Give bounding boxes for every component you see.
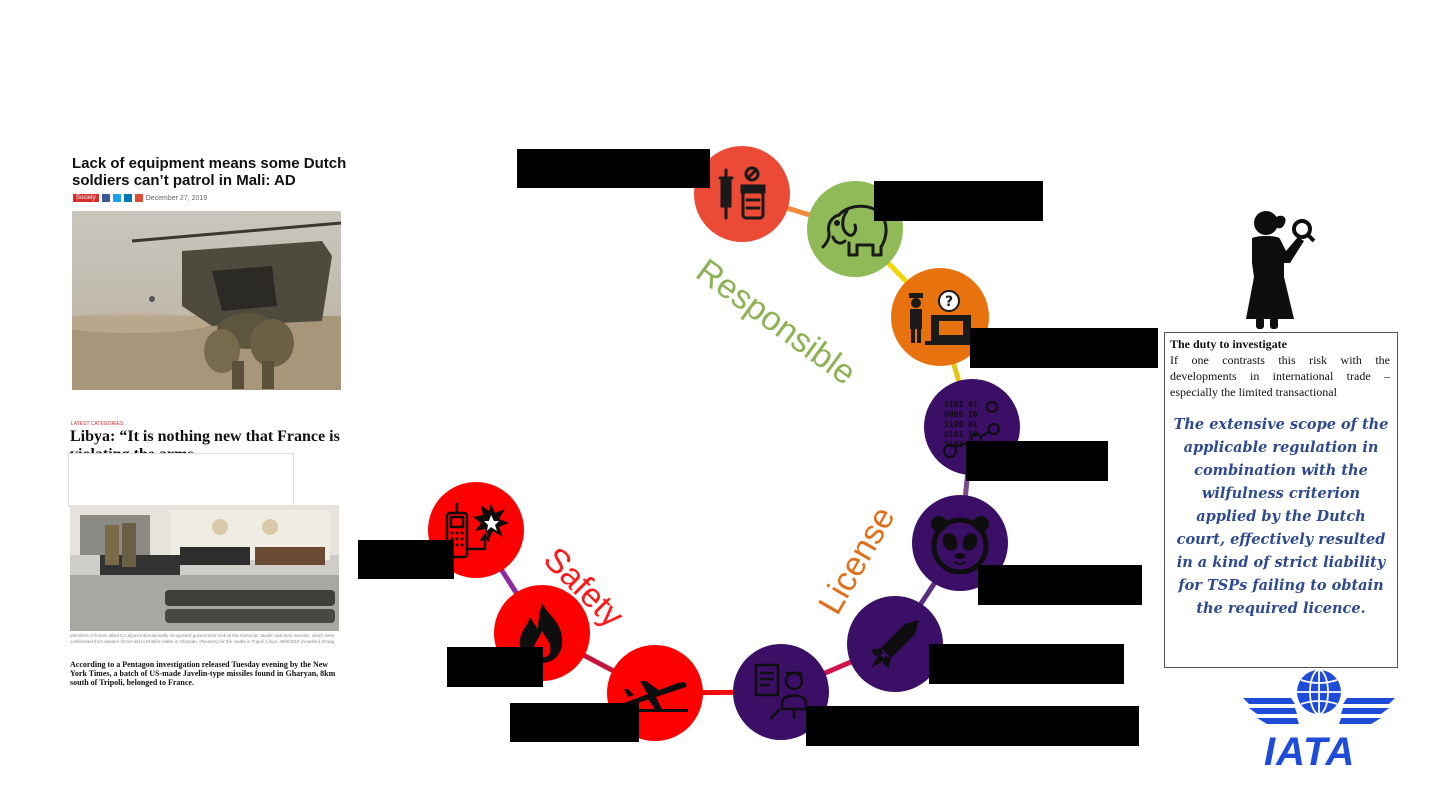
- svg-text:1101 01: 1101 01: [944, 400, 978, 409]
- node-missile[interactable]: [847, 596, 943, 692]
- category-tag[interactable]: Society: [73, 194, 99, 202]
- redacted-label-missile: [929, 644, 1124, 684]
- article-body: According to a Pentagon investigation re…: [70, 660, 336, 687]
- redacted-label-ivory: [874, 181, 1043, 221]
- node-drugs[interactable]: [694, 146, 790, 242]
- svg-text:0000 10: 0000 10: [944, 410, 978, 419]
- article-meta: Society December 27, 2019: [73, 194, 207, 202]
- article-kicker: LATEST CATEGORIES: [71, 421, 124, 427]
- article-title: Lack of equipment means some Dutch soldi…: [72, 155, 347, 189]
- airplane-icon: [622, 681, 688, 712]
- node-panda[interactable]: [912, 495, 1008, 591]
- duty-quote: The extensive scope of the applicable re…: [1173, 416, 1389, 617]
- helicopter-photo: [72, 211, 341, 390]
- duty-to-investigate-box: The duty to investigate If one contrasts…: [1164, 332, 1398, 668]
- iata-globe-wings-icon: [1243, 669, 1395, 724]
- svg-text:?: ?: [945, 294, 953, 310]
- svg-text:1100 01: 1100 01: [944, 420, 978, 429]
- google-plus-icon[interactable]: [134, 194, 143, 202]
- customs-officer-question-icon: ?: [909, 290, 973, 345]
- redacted-label-data: [966, 441, 1108, 481]
- investigator-magnifier-icon: [1246, 211, 1316, 329]
- missiles-photo: [70, 505, 339, 631]
- binary-data-search-icon: 1101 01 0000 10 1100 01 0101 10 1101 00: [943, 400, 1000, 458]
- article-date: December 27, 2019: [145, 194, 208, 202]
- duty-title: The duty to investigate: [1170, 337, 1287, 351]
- panda-icon: [931, 516, 989, 574]
- syringe-pills-icon: [718, 166, 766, 220]
- redacted-label-fire: [447, 647, 543, 687]
- iata-wordmark: IATA: [1264, 730, 1356, 774]
- phone-detonator-explosion-icon: [445, 503, 509, 559]
- redacted-label-panda: [978, 565, 1142, 605]
- facebook-icon[interactable]: [101, 194, 110, 202]
- redacted-label-customs: [970, 328, 1158, 368]
- lab-scientist-icon: [754, 663, 812, 720]
- redacted-label-plane: [510, 703, 639, 742]
- duty-text: If one contrasts this risk with the deve…: [1170, 353, 1390, 399]
- redacted-label-lab: [806, 706, 1139, 746]
- article-title: Libya: “It is nothing new that France is…: [70, 428, 340, 453]
- svg-text:0101 10: 0101 10: [944, 430, 978, 439]
- photo-caption: Members of forces allied to Libya's inte…: [70, 633, 335, 644]
- linkedin-icon[interactable]: [123, 194, 132, 202]
- twitter-icon[interactable]: [112, 194, 121, 202]
- elephant-icon: [821, 204, 888, 257]
- overlay-box: [68, 453, 294, 507]
- redacted-label-detonator: [358, 540, 454, 579]
- redacted-label-drugs: [517, 149, 710, 188]
- missile-icon: [871, 620, 919, 668]
